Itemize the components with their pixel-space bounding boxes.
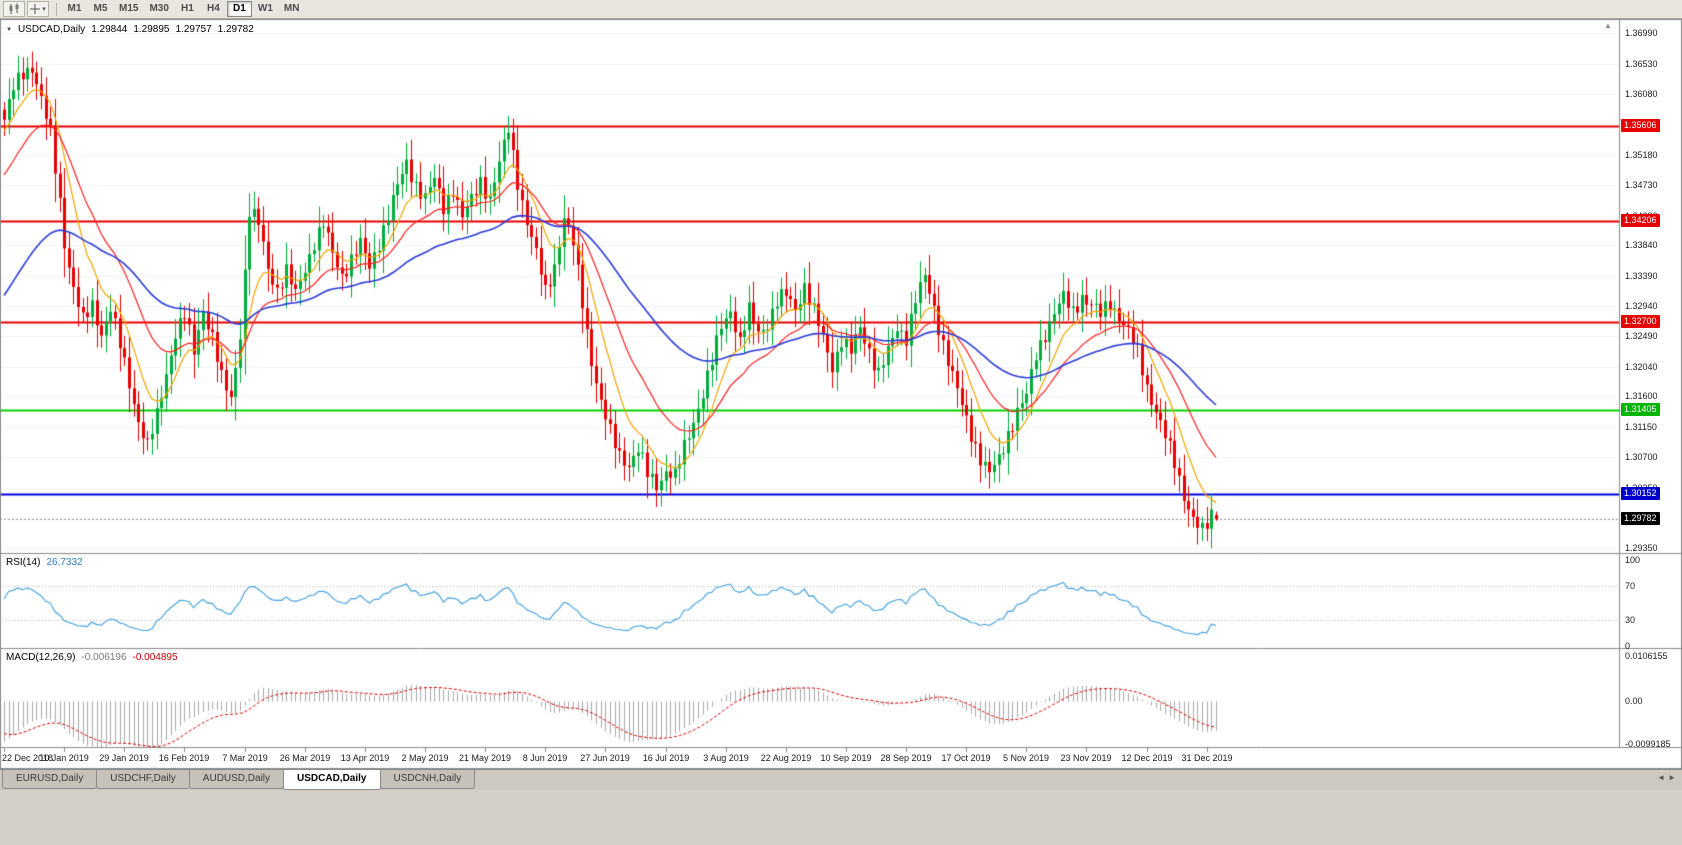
tab-usdcad-daily[interactable]: USDCAD,Daily — [283, 770, 381, 790]
price-level-badge: 1.34206 — [1621, 213, 1660, 227]
price-tick-label: 1.36080 — [1625, 89, 1658, 100]
chart-tabs-bar: EURUSD,Daily USDCHF,Daily AUDUSD,Daily U… — [0, 769, 1682, 790]
charts-toolbar: ▾ M1 M5 M15 M30 H1 H4 D1 W1 MN — [0, 0, 1682, 19]
timeframe-m5-button[interactable]: M5 — [88, 1, 113, 17]
price-tick-label: 1.36530 — [1625, 58, 1658, 69]
date-label: 28 Sep 2019 — [880, 753, 932, 763]
macd-panel-splitter[interactable] — [0, 647, 1682, 651]
date-label: 5 Nov 2019 — [1002, 753, 1050, 763]
toolbar-separator — [56, 2, 57, 16]
date-label: 10 Jan 2019 — [39, 753, 89, 763]
macd-tick-label: 0.0106155 — [1625, 651, 1668, 661]
price-level-badge: 1.30152 — [1621, 487, 1660, 501]
price-tick-label: 1.35180 — [1625, 149, 1658, 160]
macd-name: MACD(12,26,9) — [6, 652, 76, 663]
price-tick-label: 1.32940 — [1625, 301, 1658, 312]
crosshair-icon — [30, 4, 41, 14]
timeframe-m1-button[interactable]: M1 — [62, 1, 87, 17]
chevron-down-icon[interactable]: ▼ — [6, 26, 12, 33]
date-label: 10 Sep 2019 — [820, 753, 872, 763]
rsi-name: RSI(14) — [6, 557, 41, 568]
date-label: 23 Nov 2019 — [1060, 753, 1112, 763]
tab-eurusd-daily[interactable]: EURUSD,Daily — [2, 770, 98, 789]
macd-tick-label: 0.00 — [1625, 696, 1643, 707]
price-scale[interactable]: 1.369901.365301.360801.356301.351801.347… — [1620, 19, 1682, 769]
price-tick-label: 1.31600 — [1625, 391, 1658, 402]
timeframe-mn-button[interactable]: MN — [279, 1, 305, 17]
macd-indicator-label: MACD(12,26,9) -0.006196 -0.004895 — [6, 652, 178, 663]
date-label: 26 Mar 2019 — [279, 753, 331, 763]
rsi-tick-label: 30 — [1625, 615, 1636, 626]
price-tick-label: 1.29350 — [1625, 543, 1658, 554]
price-tick-label: 1.33390 — [1625, 270, 1658, 281]
date-label: 8 Jun 2019 — [522, 753, 568, 763]
chart-title: ▼ USDCAD,Daily 1.29844 1.29895 1.29757 1… — [6, 24, 254, 35]
date-label: 29 Jan 2019 — [99, 753, 149, 763]
rsi-tick-label: 70 — [1625, 580, 1636, 591]
price-tick-label: 1.36990 — [1625, 27, 1658, 38]
date-label: 2 May 2019 — [401, 753, 449, 763]
date-label: 27 Jun 2019 — [580, 753, 630, 763]
date-label: 7 Mar 2019 — [222, 753, 268, 763]
ohlc-high: 1.29895 — [133, 24, 170, 35]
bottom-filler — [0, 790, 1682, 844]
current-price-badge: 1.29782 — [1621, 512, 1660, 526]
price-tick-label: 1.32490 — [1625, 331, 1658, 342]
macd-main-value: -0.006196 — [81, 652, 127, 663]
date-label: 22 Aug 2019 — [760, 753, 812, 763]
rsi-tick-label: 0 — [1625, 641, 1631, 651]
date-label: 16 Jul 2019 — [642, 753, 690, 763]
price-tick-label: 1.34730 — [1625, 180, 1658, 191]
rsi-panel-splitter[interactable] — [0, 552, 1682, 556]
chart-symbol-label: USDCAD,Daily — [17, 24, 86, 35]
chart-type-button[interactable] — [3, 1, 25, 17]
macd-tick-label: -0.0099185 — [1625, 739, 1671, 749]
rsi-indicator-label: RSI(14) 26.7332 — [6, 557, 83, 568]
price-tick-label: 1.32040 — [1625, 361, 1658, 372]
tab-usdcnh-daily[interactable]: USDCNH,Daily — [379, 770, 476, 789]
price-level-badge: 1.35606 — [1621, 119, 1660, 133]
timeframe-m30-button[interactable]: M30 — [144, 1, 173, 17]
timeframe-h1-button[interactable]: H1 — [175, 1, 200, 17]
chevron-down-icon: ▾ — [42, 6, 46, 13]
rsi-tick-label: 100 — [1625, 555, 1641, 565]
date-label: 13 Apr 2019 — [340, 753, 390, 763]
date-label: 3 Aug 2019 — [703, 753, 749, 763]
tab-audusd-daily[interactable]: AUDUSD,Daily — [188, 770, 285, 789]
ohlc-open: 1.29844 — [91, 24, 128, 35]
ohlc-low: 1.29757 — [175, 24, 212, 35]
chart-area: ▼ USDCAD,Daily 1.29844 1.29895 1.29757 1… — [0, 19, 1682, 769]
timeframe-d1-button[interactable]: D1 — [226, 1, 252, 17]
timeframe-h4-button[interactable]: H4 — [201, 1, 226, 17]
tab-scroll-right-icon[interactable]: ► — [1668, 773, 1676, 782]
macd-signal-value: -0.004895 — [132, 652, 178, 663]
tab-usdchf-daily[interactable]: USDCHF,Daily — [96, 770, 190, 789]
candlestick-chart-icon — [9, 3, 19, 14]
price-tick-label: 1.30700 — [1625, 452, 1658, 463]
date-label: 16 Feb 2019 — [158, 753, 210, 763]
cursor-tool-button[interactable]: ▾ — [27, 1, 49, 17]
price-tick-label: 1.31150 — [1625, 421, 1657, 432]
price-level-badge: 1.31405 — [1621, 402, 1660, 416]
price-tick-label: 1.33840 — [1625, 240, 1658, 251]
timeframe-m15-button[interactable]: M15 — [114, 1, 143, 17]
timeframe-group: M1 M5 M15 M30 H1 H4 D1 W1 MN — [62, 1, 304, 17]
ohlc-close: 1.29782 — [217, 24, 254, 35]
timeframe-w1-button[interactable]: W1 — [253, 1, 278, 17]
date-label: 21 May 2019 — [458, 753, 512, 763]
scale-scroll-up-icon[interactable]: ▲ — [1604, 21, 1612, 30]
rsi-value: 26.7332 — [46, 557, 83, 568]
tab-scroll-group: ◄ ► — [1657, 770, 1682, 782]
price-chart-canvas[interactable] — [0, 19, 1682, 769]
tab-scroll-left-icon[interactable]: ◄ — [1657, 773, 1666, 782]
date-label: 12 Dec 2019 — [1121, 753, 1173, 763]
date-axis[interactable]: 22 Dec 2018 10 Jan 2019 29 Jan 2019 16 Feb … — [0, 747, 1619, 769]
date-label: 31 Dec 2019 — [1181, 753, 1233, 763]
date-label: 17 Oct 2019 — [941, 753, 991, 763]
price-level-badge: 1.32700 — [1621, 315, 1660, 329]
date-label: 22 Dec 2018 — [2, 753, 54, 763]
